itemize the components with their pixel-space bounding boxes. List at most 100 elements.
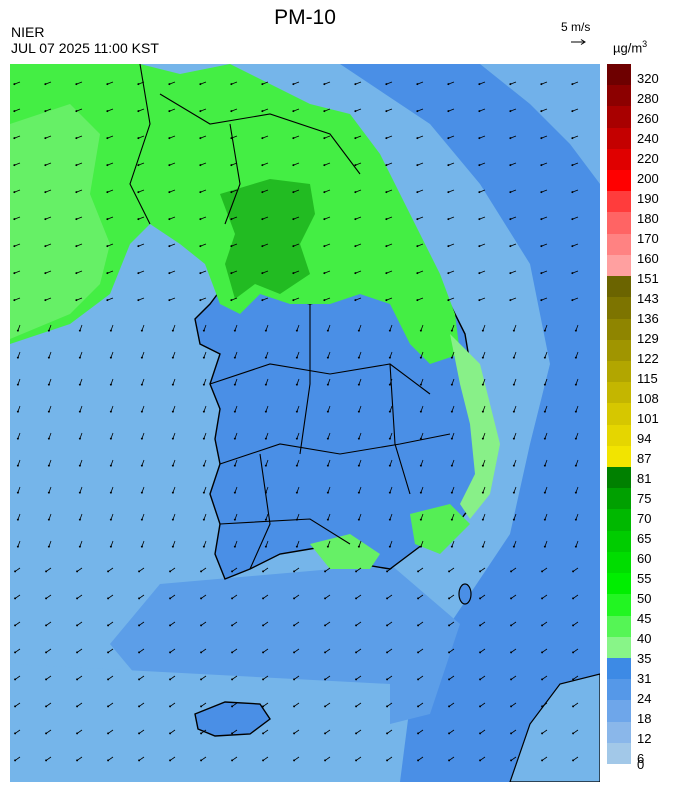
wind-arrow-head bbox=[293, 678, 296, 681]
wind-arrow-head bbox=[140, 437, 143, 440]
wind-arrow-head bbox=[168, 110, 171, 113]
wind-arrow-head bbox=[481, 464, 484, 467]
wind-arrow-head bbox=[264, 356, 267, 359]
wind-arrow-head bbox=[44, 137, 47, 140]
wind-arrow-head bbox=[479, 732, 482, 735]
wind-arrow-head bbox=[386, 651, 389, 654]
wind-arrow-head bbox=[323, 218, 326, 221]
wind-arrow-head bbox=[109, 464, 112, 467]
wind-arrow-head bbox=[140, 356, 143, 359]
wind-arrow-head bbox=[169, 705, 172, 708]
wind-arrow-head bbox=[355, 759, 358, 762]
wind-arrow-head bbox=[47, 437, 50, 440]
legend-swatch bbox=[607, 742, 631, 765]
southeast-green bbox=[410, 504, 470, 554]
wind-arrow-head bbox=[478, 218, 481, 221]
wind-arrow-head bbox=[13, 83, 16, 86]
map-title: PM-10 bbox=[274, 6, 336, 29]
wind-arrow-head bbox=[478, 245, 481, 248]
wind-arrow-head bbox=[571, 299, 574, 302]
wind-arrow-head bbox=[171, 329, 174, 332]
wind-arrow-head bbox=[447, 245, 450, 248]
wind-arrow-head bbox=[543, 410, 546, 413]
wind-arrow-head bbox=[202, 410, 205, 413]
wind-arrow-head bbox=[416, 245, 419, 248]
wind-arrow-head bbox=[572, 570, 575, 573]
wind-arrow-head bbox=[13, 299, 16, 302]
wind-arrow-head bbox=[202, 464, 205, 467]
wind-arrow-head bbox=[509, 272, 512, 275]
wind-arrow-head bbox=[137, 218, 140, 221]
legend-label: 6 bbox=[637, 751, 645, 766]
wind-arrow-head bbox=[44, 164, 47, 167]
wind-arrow-head bbox=[262, 759, 265, 762]
wind-arrow-head bbox=[447, 164, 450, 167]
legend-label: 18 bbox=[637, 711, 652, 726]
wind-arrow-head bbox=[574, 491, 577, 494]
wind-arrow-head bbox=[168, 245, 171, 248]
wind-arrow-head bbox=[481, 437, 484, 440]
wind-arrow-head bbox=[295, 437, 298, 440]
wind-arrow-head bbox=[509, 191, 512, 194]
wind-arrow-head bbox=[13, 245, 16, 248]
wind-arrow-head bbox=[138, 759, 141, 762]
wind-arrow-head bbox=[199, 83, 202, 86]
legend-label: 122 bbox=[637, 351, 659, 366]
wind-arrow-head bbox=[540, 164, 543, 167]
legend-label: 320 bbox=[637, 71, 659, 86]
wind-arrow-head bbox=[171, 545, 174, 548]
wind-arrow-head bbox=[574, 356, 577, 359]
wind-arrow-head bbox=[512, 410, 515, 413]
wind-arrow-head bbox=[169, 570, 172, 573]
wind-arrow-head bbox=[78, 329, 81, 332]
wind-arrow-head bbox=[574, 464, 577, 467]
wind-arrow-head bbox=[388, 329, 391, 332]
wind-arrow-head bbox=[388, 491, 391, 494]
wind-arrow-head bbox=[417, 759, 420, 762]
wind-arrow-head bbox=[261, 218, 264, 221]
wind-arrow-head bbox=[540, 299, 543, 302]
wind-arrow-head bbox=[138, 624, 141, 627]
wind-arrow-head bbox=[354, 110, 357, 113]
wind-arrow-head bbox=[323, 245, 326, 248]
wind-arrow-head bbox=[355, 678, 358, 681]
legend-label: 170 bbox=[637, 231, 659, 246]
wind-arrow-head bbox=[357, 383, 360, 386]
wind-arrow-head bbox=[481, 545, 484, 548]
wind-arrow-head bbox=[447, 218, 450, 221]
legend-swatch bbox=[607, 424, 631, 447]
wind-arrow-head bbox=[478, 137, 481, 140]
wind-arrow-head bbox=[447, 272, 450, 275]
wind-arrow-head bbox=[47, 410, 50, 413]
legend-swatch bbox=[607, 191, 631, 213]
wind-arrow-head bbox=[14, 678, 17, 681]
wind-arrow-head bbox=[45, 759, 48, 762]
wind-arrow-head bbox=[109, 410, 112, 413]
wind-arrow-head bbox=[509, 164, 512, 167]
wind-arrow-head bbox=[138, 570, 141, 573]
wind-arrow-head bbox=[478, 299, 481, 302]
wind-arrow-head bbox=[109, 356, 112, 359]
wind-arrow-head bbox=[512, 491, 515, 494]
wind-arrow-head bbox=[76, 678, 79, 681]
wind-arrow-head bbox=[324, 678, 327, 681]
unit-label: µg/m3 bbox=[613, 39, 647, 55]
wind-arrow-head bbox=[202, 356, 205, 359]
wind-arrow-head bbox=[261, 272, 264, 275]
legend-label: 160 bbox=[637, 251, 659, 266]
wind-arrow-head bbox=[14, 624, 17, 627]
legend-swatch bbox=[607, 721, 631, 744]
wind-arrow-head bbox=[292, 110, 295, 113]
wind-arrow-head bbox=[233, 545, 236, 548]
wind-arrow-head bbox=[231, 651, 234, 654]
wind-arrow-head bbox=[202, 329, 205, 332]
wind-arrow-head bbox=[264, 518, 267, 521]
wind-arrow-head bbox=[231, 570, 234, 573]
wind-arrow-head bbox=[572, 651, 575, 654]
wind-arrow-head bbox=[76, 651, 79, 654]
wind-arrow-head bbox=[541, 705, 544, 708]
wind-arrow-head bbox=[13, 218, 16, 221]
wind-arrow-head bbox=[231, 678, 234, 681]
wind-arrow-head bbox=[171, 410, 174, 413]
wind-arrow-head bbox=[292, 191, 295, 194]
